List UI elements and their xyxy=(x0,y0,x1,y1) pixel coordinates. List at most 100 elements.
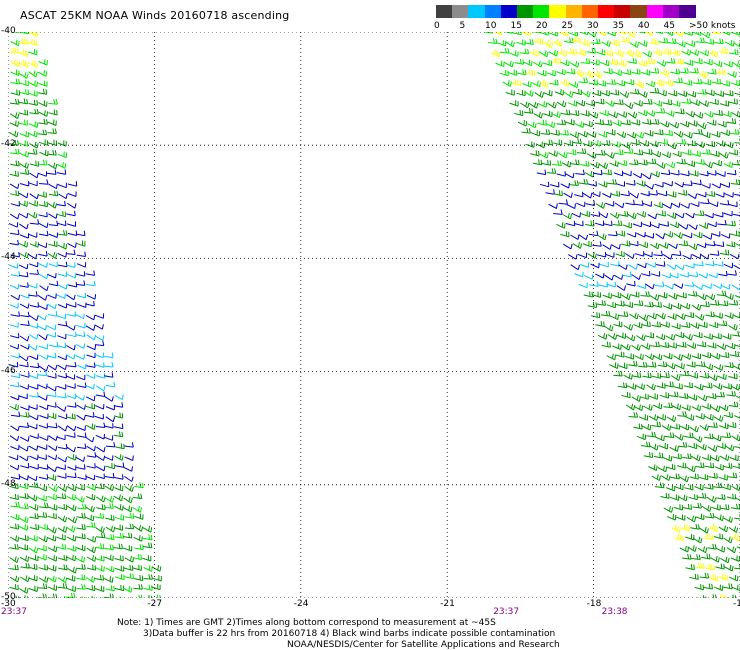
wind-barb xyxy=(690,99,700,107)
wind-barb xyxy=(699,170,709,177)
wind-barb xyxy=(48,183,58,190)
wind-barb xyxy=(731,533,740,542)
wind-barb xyxy=(704,533,714,540)
wind-barb xyxy=(628,412,639,418)
wind-barb xyxy=(635,383,645,391)
wind-barb xyxy=(556,68,566,76)
wind-barb xyxy=(114,555,124,562)
wind-barb xyxy=(75,331,86,337)
wind-barb xyxy=(28,344,38,351)
wind-barb xyxy=(67,191,77,197)
wind-barb xyxy=(656,210,666,217)
wind-barb xyxy=(731,434,740,442)
wind-barb xyxy=(10,311,20,317)
wind-barb xyxy=(633,300,644,307)
wind-barb xyxy=(47,584,58,592)
wind-barb xyxy=(85,325,96,331)
wind-barb xyxy=(47,364,58,371)
wind-barb xyxy=(38,139,49,146)
wind-barb xyxy=(724,90,734,97)
wind-barb xyxy=(627,232,637,238)
wind-barb xyxy=(556,171,566,177)
wind-barb xyxy=(692,179,702,186)
wind-barb xyxy=(134,513,144,520)
wind-barb xyxy=(565,68,576,75)
wind-barb xyxy=(683,59,694,66)
wind-barb xyxy=(676,158,686,165)
wind-barb xyxy=(10,39,20,47)
wind-barb xyxy=(86,280,96,287)
wind-barb xyxy=(693,331,703,339)
wind-barb xyxy=(20,311,30,318)
wind-barb xyxy=(656,312,666,320)
wind-barb xyxy=(685,263,695,269)
wind-barb xyxy=(730,32,740,36)
wind-barb xyxy=(113,412,124,419)
wind-barb xyxy=(600,59,610,67)
wind-barb xyxy=(685,212,695,219)
wind-barb xyxy=(94,352,104,359)
wind-barb xyxy=(578,130,588,138)
wind-barb xyxy=(672,303,682,310)
wind-barb xyxy=(724,293,734,301)
wind-barb xyxy=(677,411,687,417)
wind-barb xyxy=(37,70,48,77)
wind-barb xyxy=(57,515,68,523)
wind-barb xyxy=(29,373,39,379)
wind-barb xyxy=(151,565,162,572)
wind-barb xyxy=(726,342,736,350)
wind-barb xyxy=(105,585,115,592)
wind-barb xyxy=(47,386,57,392)
wind-barb xyxy=(606,79,616,85)
wind-barb xyxy=(19,384,29,390)
wind-barb xyxy=(642,173,652,180)
wind-barb xyxy=(28,575,38,582)
wind-barb xyxy=(709,299,720,306)
wind-barb xyxy=(38,304,48,310)
wind-barb xyxy=(47,373,57,379)
wind-barb xyxy=(644,130,654,137)
wind-barb xyxy=(650,118,660,125)
wind-barb xyxy=(580,58,591,64)
wind-barb xyxy=(511,79,522,86)
wind-barb xyxy=(38,100,48,107)
wind-barb xyxy=(47,252,58,259)
lat-tick-label: -40 xyxy=(1,26,16,36)
wind-barb xyxy=(562,212,572,220)
wind-barb xyxy=(650,271,661,277)
wind-barb xyxy=(9,556,19,564)
wind-barb xyxy=(596,49,606,56)
wind-barb xyxy=(623,147,634,154)
wind-barb xyxy=(574,220,584,227)
wind-barb xyxy=(57,242,68,250)
wind-barb xyxy=(37,554,47,561)
wind-barb xyxy=(9,333,20,339)
wind-barb xyxy=(505,89,515,96)
wind-barb xyxy=(536,169,547,176)
wind-barb xyxy=(702,505,712,512)
wind-barb xyxy=(86,536,97,543)
wind-barb xyxy=(734,344,740,347)
wind-barb xyxy=(46,324,57,331)
wind-barb xyxy=(66,554,76,562)
wind-barb xyxy=(596,251,607,258)
wind-barb xyxy=(569,180,579,186)
wind-barb xyxy=(594,220,605,227)
wind-barb xyxy=(580,39,591,47)
wind-barb xyxy=(718,270,728,277)
wind-barb xyxy=(66,311,76,317)
wind-barb xyxy=(574,69,585,78)
wind-barb xyxy=(582,240,592,248)
wind-barb xyxy=(66,585,76,592)
wind-barb xyxy=(84,436,95,443)
wind-barb xyxy=(640,291,650,297)
wind-barb xyxy=(47,412,57,420)
wind-barb xyxy=(122,532,133,539)
wind-barb xyxy=(507,69,518,76)
wind-barb xyxy=(726,220,736,227)
wind-barb xyxy=(733,312,740,319)
wind-barb xyxy=(673,504,683,511)
wind-barb xyxy=(560,109,571,116)
wind-barb xyxy=(660,68,670,77)
wind-barb xyxy=(655,333,666,341)
